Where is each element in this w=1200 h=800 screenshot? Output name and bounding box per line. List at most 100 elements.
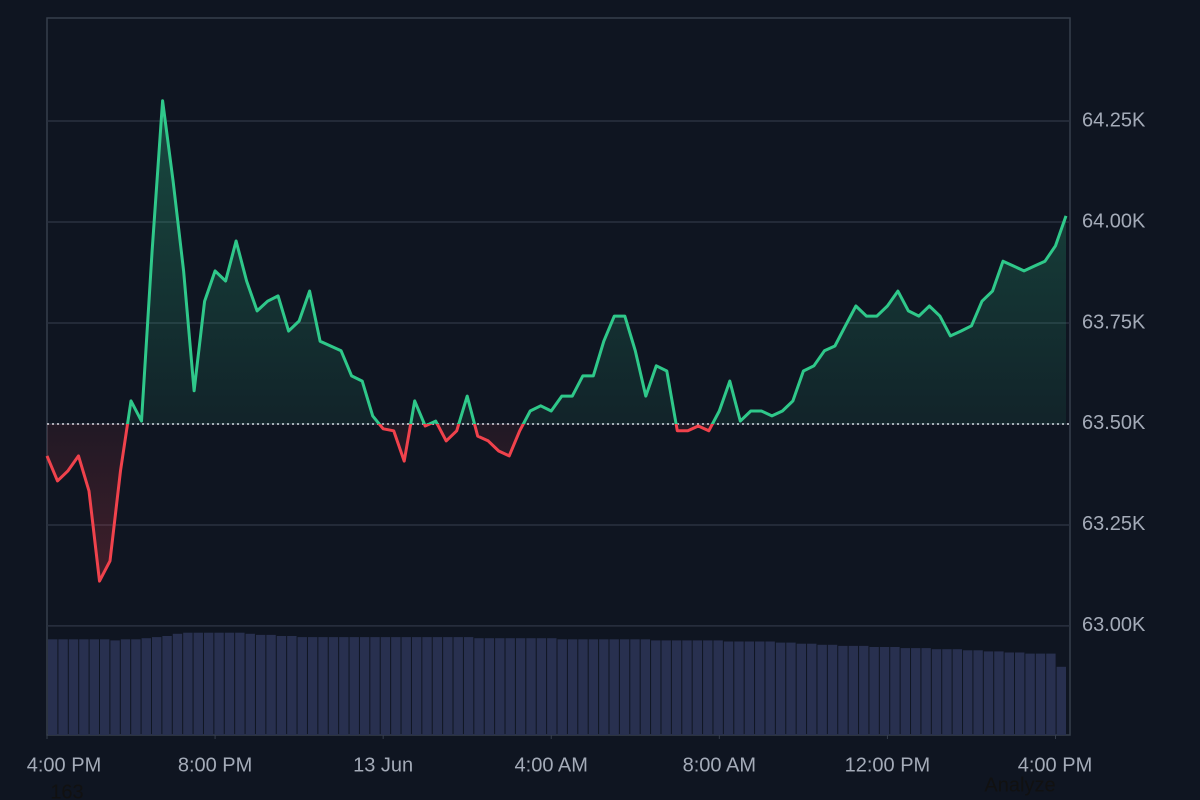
volume-bar <box>380 637 391 735</box>
volume-bar <box>588 639 599 735</box>
volume-bar <box>401 637 411 735</box>
volume-bar <box>79 639 89 735</box>
volume-bar <box>432 637 443 735</box>
volume-bar <box>557 639 567 735</box>
volume-bar <box>963 650 973 735</box>
volume-bar <box>89 639 99 735</box>
y-tick-label: 64.00K <box>1082 210 1146 232</box>
volume-bar <box>1015 652 1025 735</box>
volume-bar <box>744 641 755 735</box>
y-tick-label: 63.00K <box>1082 614 1146 636</box>
volume-bar <box>422 637 432 735</box>
volume-bar <box>359 637 370 735</box>
volume-bar <box>619 639 630 735</box>
volume-bar <box>515 638 526 735</box>
volume-bar <box>120 639 131 735</box>
volume-bar <box>786 642 796 735</box>
volume-bar <box>99 639 110 735</box>
volume-bar <box>58 639 68 735</box>
y-tick-label: 63.50K <box>1082 412 1146 434</box>
volume-bar <box>900 648 911 735</box>
volume-bar <box>235 632 245 735</box>
volume-bar <box>526 638 536 735</box>
volume-bar <box>193 632 203 735</box>
volume-bar <box>983 651 994 735</box>
volume-bar <box>734 641 744 735</box>
y-tick-label: 63.25K <box>1082 513 1146 535</box>
y-tick-label: 64.25K <box>1082 109 1146 131</box>
volume-bar <box>141 638 151 735</box>
x-tick-label: 8:00 PM <box>178 754 252 776</box>
volume-bar <box>692 640 703 735</box>
volume-bar <box>453 637 463 735</box>
volume-bar <box>973 650 983 735</box>
volume-bar <box>879 647 890 735</box>
volume-bar <box>370 637 380 735</box>
volume-bar <box>411 637 422 735</box>
volume-bar <box>463 637 474 735</box>
volume-bar <box>162 636 172 735</box>
volume-bar <box>567 639 578 735</box>
volume-bar <box>172 633 183 735</box>
volume-bar <box>484 638 495 735</box>
volume-bar <box>578 639 588 735</box>
volume-bar <box>723 641 734 735</box>
volume-bar <box>48 639 58 735</box>
x-tick-label: 8:00 AM <box>683 754 756 776</box>
x-tick-label: 4:00 PM <box>1018 754 1092 776</box>
x-tick-label: 12:00 PM <box>845 754 931 776</box>
volume-bar <box>921 648 931 735</box>
volume-bar <box>703 640 713 735</box>
volume-bar <box>391 637 401 735</box>
volume-bar <box>807 643 817 735</box>
x-tick-label: 13 Jun <box>353 754 413 776</box>
volume-bar <box>1025 653 1035 735</box>
volume-bar <box>474 638 484 735</box>
volume-bar <box>307 637 318 735</box>
volume-bar <box>640 639 651 735</box>
volume-bar <box>328 637 339 735</box>
volume-bar <box>869 647 879 735</box>
volume-bar <box>536 638 547 735</box>
volume-bar <box>214 632 224 735</box>
volume-bar <box>245 633 255 735</box>
volume-bar <box>827 644 838 735</box>
volume-bar <box>630 639 640 735</box>
volume-bar <box>651 640 661 735</box>
volume-bar <box>297 637 307 735</box>
annotation: 163 <box>50 781 83 800</box>
volume-bar <box>443 637 453 735</box>
volume-bar <box>339 637 349 735</box>
price-line <box>45 99 1068 583</box>
volume-bar <box>183 632 193 735</box>
volume-bar <box>505 638 515 735</box>
volume-bar <box>495 638 505 735</box>
volume-bar <box>224 632 235 735</box>
volume-bar <box>838 645 848 735</box>
volume-bar <box>266 634 276 735</box>
volume-bar <box>848 645 859 735</box>
volume-bar <box>255 634 266 735</box>
volume-bar <box>859 645 869 735</box>
volume-bar <box>131 639 141 735</box>
volume-bar <box>765 641 775 735</box>
volume-bar <box>713 640 723 735</box>
x-tick-label: 4:00 AM <box>515 754 588 776</box>
volume-bar <box>1046 653 1056 735</box>
area <box>47 100 1066 582</box>
volume-bar <box>952 649 963 735</box>
y-tick-label: 63.75K <box>1082 311 1146 333</box>
volume-bar <box>682 640 692 735</box>
annotation: Analyze <box>984 774 1055 796</box>
volume-bar <box>775 642 786 735</box>
volume-bar <box>318 637 328 735</box>
volume-bar <box>1035 653 1046 735</box>
volume-bar <box>890 647 900 735</box>
volume-bar <box>151 637 162 735</box>
volume-bar <box>287 636 297 735</box>
volume-bar <box>796 643 807 735</box>
volume-bar <box>203 632 214 735</box>
volume-bar <box>110 640 120 735</box>
volume-bar <box>661 640 671 735</box>
